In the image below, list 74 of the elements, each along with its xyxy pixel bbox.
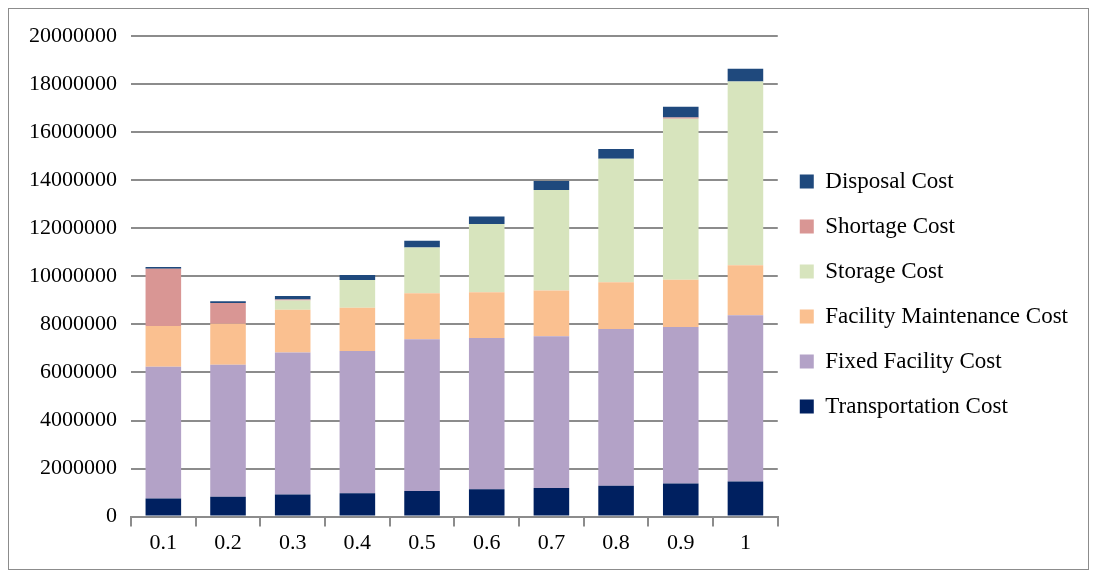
legend-label: Fixed Facility Cost <box>825 347 1003 373</box>
x-tick-label: 0.7 <box>537 528 566 554</box>
bar <box>404 247 440 294</box>
bar <box>727 68 764 82</box>
bar <box>533 336 570 489</box>
x-tick-label: 0.4 <box>343 528 372 554</box>
y-tick-label: 10000000 <box>29 262 117 288</box>
bar <box>339 274 376 280</box>
x-tick-label: 0.9 <box>667 528 695 554</box>
bar <box>404 240 440 248</box>
bar <box>145 326 182 367</box>
y-tick-label: 16000000 <box>29 118 117 144</box>
bar <box>339 351 376 494</box>
x-tick-label: 0.5 <box>408 528 436 554</box>
bar <box>274 352 311 495</box>
bar <box>598 158 634 283</box>
bar <box>210 364 246 497</box>
bar <box>598 329 634 486</box>
bar <box>533 189 570 291</box>
bar <box>598 282 634 329</box>
bar <box>727 481 764 516</box>
x-tick-label: 0.2 <box>214 528 242 554</box>
x-tick-label: 0.1 <box>149 528 178 554</box>
bar <box>533 488 570 516</box>
y-tick-label: 4000000 <box>40 406 117 432</box>
legend-label: Storage Cost <box>825 257 945 283</box>
legend-label: Facility Maintenance Cost <box>825 302 1069 328</box>
bar <box>210 323 246 365</box>
bar <box>598 485 634 516</box>
bar <box>727 81 764 266</box>
y-tick-label: 12000000 <box>29 214 117 240</box>
y-tick-label: 14000000 <box>29 166 117 192</box>
x-tick-label: 0.3 <box>278 528 307 554</box>
bar <box>468 224 505 293</box>
y-tick-label: 0 <box>106 502 117 528</box>
y-tick-label: 18000000 <box>29 70 117 96</box>
bar <box>210 496 246 516</box>
bar <box>533 290 570 337</box>
bar <box>145 366 182 499</box>
bar <box>727 265 764 316</box>
bar <box>662 106 699 118</box>
x-tick-label: 1 <box>739 528 751 554</box>
bar <box>598 149 634 159</box>
bar <box>533 181 570 190</box>
bar <box>468 216 505 225</box>
bar <box>662 279 699 328</box>
bar <box>404 339 440 491</box>
legend-label: Disposal Cost <box>825 167 955 193</box>
legend-label: Shortage Cost <box>825 212 956 238</box>
legend-label: Transportation Cost <box>825 392 1009 418</box>
bar <box>662 327 699 484</box>
bar <box>274 309 311 353</box>
y-tick-label: 2000000 <box>40 454 117 480</box>
y-tick-label: 20000000 <box>29 21 117 47</box>
bar <box>727 315 764 482</box>
bar <box>468 489 505 516</box>
bar <box>145 498 182 516</box>
bar <box>468 337 505 490</box>
bar <box>404 490 440 516</box>
y-tick-label: 6000000 <box>40 358 117 384</box>
bar <box>468 292 505 338</box>
x-tick-label: 0.8 <box>602 528 630 554</box>
bar <box>339 493 376 516</box>
bar <box>404 293 440 340</box>
x-tick-label: 0.6 <box>472 528 501 554</box>
bar <box>210 303 246 324</box>
bar <box>662 118 699 280</box>
bar <box>339 280 376 308</box>
y-tick-label: 8000000 <box>40 310 117 336</box>
bar <box>145 268 182 327</box>
bar <box>662 483 699 516</box>
bar <box>274 494 311 516</box>
bar <box>339 307 376 352</box>
bar <box>274 300 311 310</box>
